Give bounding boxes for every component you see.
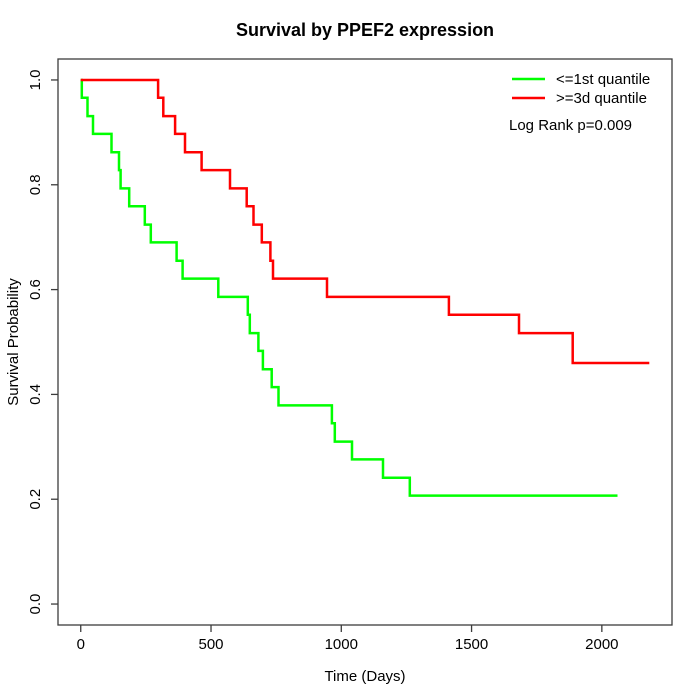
y-tick-label: 0.4 [27, 384, 44, 405]
y-tick-label: 0.2 [27, 489, 44, 510]
legend: <=1st quantile >=3d quantile Log Rank p=… [509, 71, 650, 134]
plot-box [57, 58, 673, 626]
legend-label-high-quantile: >=3d quantile [556, 90, 647, 107]
km-curve-le-1st-quantile [80, 78, 618, 497]
y-tick-label: 1.0 [27, 70, 44, 91]
y-axis-label: Survival Probability [5, 278, 22, 406]
chart-title: Survival by PPEF2 expression [236, 20, 494, 40]
x-tick-label: 1500 [455, 636, 488, 653]
x-tick-label: 2000 [585, 636, 618, 653]
survival-curves [80, 78, 650, 497]
axis-ticks: 0 500 1000 1500 2000 0.0 0.2 0.4 0.6 0.8 1.0 [27, 70, 619, 653]
y-tick-label: 0.8 [27, 174, 44, 195]
y-tick-label: 0.0 [27, 594, 44, 615]
x-tick-label: 0 [77, 636, 85, 653]
log-rank-p-value: Log Rank p=0.009 [509, 117, 632, 134]
legend-label-low-quantile: <=1st quantile [556, 71, 650, 88]
x-tick-label: 1000 [325, 636, 358, 653]
y-tick-label: 0.6 [27, 279, 44, 300]
x-axis-label: Time (Days) [324, 668, 405, 685]
x-tick-label: 500 [198, 636, 223, 653]
km-curve-ge-3d-quantile [80, 78, 650, 365]
